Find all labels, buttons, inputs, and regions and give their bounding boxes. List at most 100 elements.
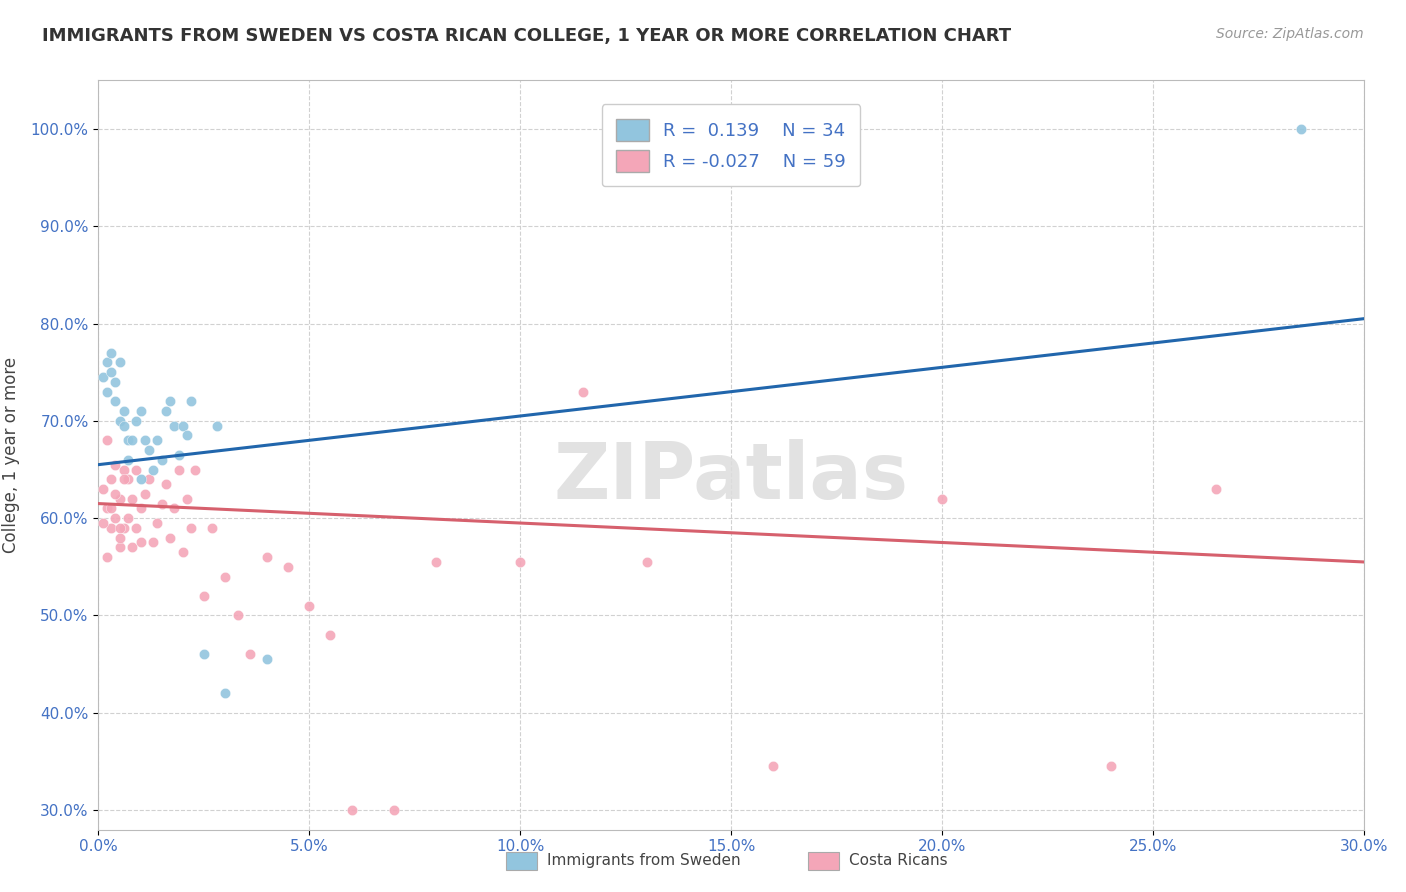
- Point: [762, 759, 785, 773]
- Point: [226, 608, 249, 623]
- Point: [112, 404, 135, 418]
- Point: [96, 550, 118, 565]
- Point: [117, 434, 139, 448]
- Point: [108, 355, 131, 369]
- Point: [150, 497, 173, 511]
- Point: [636, 555, 658, 569]
- Point: [572, 384, 595, 399]
- Point: [1099, 759, 1122, 773]
- Point: [117, 472, 139, 486]
- Point: [931, 491, 953, 506]
- Point: [100, 472, 122, 486]
- Point: [172, 545, 194, 559]
- Point: [425, 555, 447, 569]
- Point: [117, 511, 139, 525]
- Point: [108, 531, 131, 545]
- Point: [277, 559, 299, 574]
- Point: [91, 482, 114, 496]
- Point: [142, 535, 165, 549]
- Point: [163, 501, 186, 516]
- Point: [172, 418, 194, 433]
- Text: Costa Ricans: Costa Ricans: [849, 854, 948, 868]
- Point: [96, 434, 118, 448]
- Point: [205, 418, 228, 433]
- Point: [112, 462, 135, 476]
- Point: [214, 686, 236, 700]
- Point: [298, 599, 321, 613]
- Point: [509, 555, 531, 569]
- Point: [112, 521, 135, 535]
- Point: [180, 394, 202, 409]
- Point: [100, 521, 122, 535]
- Point: [104, 375, 127, 389]
- Point: [138, 443, 160, 458]
- Point: [256, 652, 278, 666]
- Point: [129, 501, 152, 516]
- Y-axis label: College, 1 year or more: College, 1 year or more: [1, 357, 20, 553]
- Point: [100, 345, 122, 359]
- Point: [159, 531, 181, 545]
- Point: [129, 404, 152, 418]
- Point: [155, 404, 177, 418]
- Point: [100, 365, 122, 379]
- Text: Source: ZipAtlas.com: Source: ZipAtlas.com: [1216, 27, 1364, 41]
- Point: [129, 535, 152, 549]
- Point: [167, 448, 190, 462]
- Point: [193, 589, 215, 603]
- Point: [146, 434, 169, 448]
- Text: Immigrants from Sweden: Immigrants from Sweden: [547, 854, 741, 868]
- Point: [117, 452, 139, 467]
- Point: [125, 414, 148, 428]
- Point: [91, 370, 114, 384]
- Point: [108, 521, 131, 535]
- Point: [201, 521, 224, 535]
- Point: [150, 452, 173, 467]
- Point: [467, 852, 489, 866]
- Point: [100, 501, 122, 516]
- Point: [180, 521, 202, 535]
- Point: [193, 648, 215, 662]
- Point: [91, 516, 114, 530]
- Point: [96, 501, 118, 516]
- Point: [256, 550, 278, 565]
- Point: [163, 418, 186, 433]
- Point: [214, 569, 236, 583]
- Point: [134, 487, 156, 501]
- Point: [104, 511, 127, 525]
- Point: [176, 491, 198, 506]
- Point: [142, 462, 165, 476]
- Point: [382, 803, 405, 817]
- Legend: R =  0.139    N = 34, R = -0.027    N = 59: R = 0.139 N = 34, R = -0.027 N = 59: [602, 104, 860, 186]
- Point: [176, 428, 198, 442]
- Point: [112, 472, 135, 486]
- Text: ZIPatlas: ZIPatlas: [554, 440, 908, 516]
- Point: [1205, 482, 1227, 496]
- Point: [125, 462, 148, 476]
- Point: [104, 458, 127, 472]
- Point: [96, 384, 118, 399]
- Point: [112, 418, 135, 433]
- Point: [184, 462, 207, 476]
- Point: [104, 394, 127, 409]
- Point: [146, 516, 169, 530]
- Point: [96, 355, 118, 369]
- Text: IMMIGRANTS FROM SWEDEN VS COSTA RICAN COLLEGE, 1 YEAR OR MORE CORRELATION CHART: IMMIGRANTS FROM SWEDEN VS COSTA RICAN CO…: [42, 27, 1011, 45]
- Point: [319, 628, 342, 642]
- Point: [108, 541, 131, 555]
- Point: [155, 477, 177, 491]
- Point: [121, 434, 143, 448]
- Point: [167, 462, 190, 476]
- Point: [340, 803, 363, 817]
- Point: [1289, 122, 1312, 136]
- Point: [138, 472, 160, 486]
- Point: [108, 414, 131, 428]
- Point: [121, 541, 143, 555]
- Point: [125, 521, 148, 535]
- Point: [134, 434, 156, 448]
- Point: [104, 487, 127, 501]
- Point: [239, 648, 262, 662]
- Point: [159, 394, 181, 409]
- Point: [121, 491, 143, 506]
- Point: [108, 491, 131, 506]
- Point: [129, 472, 152, 486]
